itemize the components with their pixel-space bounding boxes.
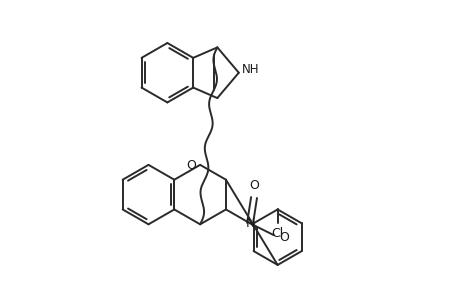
Text: O: O bbox=[278, 231, 288, 244]
Text: N: N bbox=[245, 217, 254, 230]
Text: O: O bbox=[249, 178, 258, 192]
Text: Cl: Cl bbox=[271, 227, 283, 240]
Text: O: O bbox=[186, 159, 196, 172]
Text: NH: NH bbox=[241, 63, 259, 76]
